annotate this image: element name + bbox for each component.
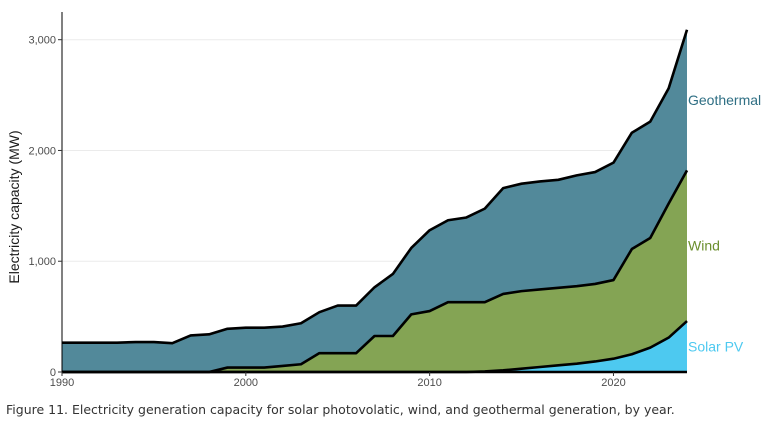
y-axis-ticks: 0 1,000 2,000 3,000	[28, 35, 62, 379]
line-geothermal	[62, 29, 689, 345]
x-axis-ticks: 1990 2000 2010 2020	[50, 372, 626, 389]
y-tick-label-0: 0	[50, 367, 56, 379]
stacked-areas	[62, 29, 687, 372]
series-labels: Solar PV Wind Geothermal	[688, 92, 761, 354]
y-tick-label-2-000: 2,000	[28, 145, 56, 157]
axes	[61, 12, 687, 373]
figure-caption: Figure 11. Electricity generation capaci…	[6, 402, 675, 417]
series-label-solar-pv: Solar PV	[688, 339, 744, 355]
area-solar-pv	[62, 321, 687, 372]
x-tick-label-2020: 2020	[601, 377, 625, 389]
series-label-geothermal: Geothermal	[688, 92, 761, 108]
x-tick-label-2010: 2010	[417, 377, 441, 389]
y-tick-label-1-000: 1,000	[28, 256, 56, 268]
y-axis-title: Electricity capacity (MW)	[6, 130, 22, 283]
y-tick-label-3-000: 3,000	[28, 35, 56, 47]
x-tick-label-2000: 2000	[234, 377, 258, 389]
x-tick-label-1990: 1990	[50, 377, 74, 389]
area-wind	[62, 170, 687, 372]
area-geothermal	[62, 29, 687, 372]
series-label-wind: Wind	[688, 238, 720, 254]
